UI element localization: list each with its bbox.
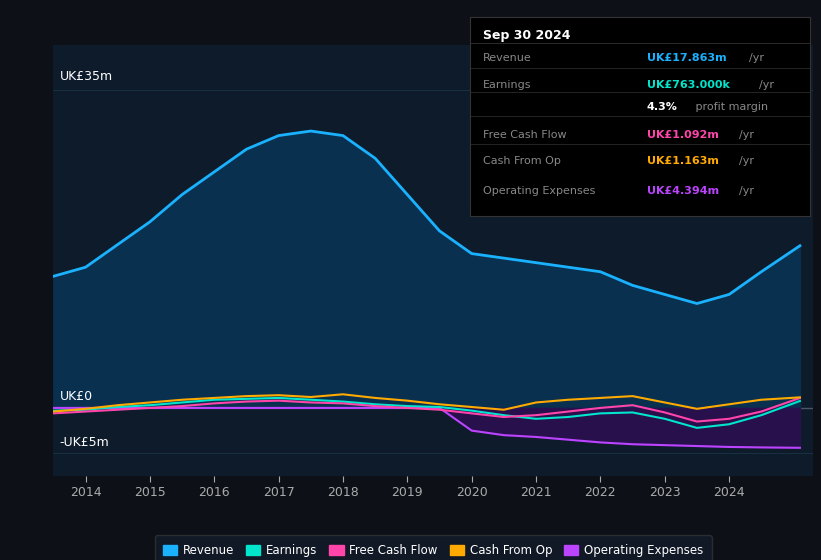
Text: UK£0: UK£0	[60, 390, 93, 403]
Text: UK£4.394m: UK£4.394m	[647, 186, 719, 196]
Text: Free Cash Flow: Free Cash Flow	[484, 130, 566, 140]
Text: Revenue: Revenue	[484, 53, 532, 63]
Text: /yr: /yr	[740, 156, 754, 166]
Text: -UK£5m: -UK£5m	[60, 436, 109, 449]
Text: UK£17.863m: UK£17.863m	[647, 53, 727, 63]
Text: profit margin: profit margin	[692, 102, 768, 113]
Text: Operating Expenses: Operating Expenses	[484, 186, 595, 196]
Text: 4.3%: 4.3%	[647, 102, 677, 113]
Text: /yr: /yr	[740, 186, 754, 196]
Text: UK£35m: UK£35m	[60, 70, 113, 83]
Text: UK£1.092m: UK£1.092m	[647, 130, 718, 140]
Text: Cash From Op: Cash From Op	[484, 156, 561, 166]
Text: /yr: /yr	[759, 81, 773, 90]
Text: UK£1.163m: UK£1.163m	[647, 156, 718, 166]
Legend: Revenue, Earnings, Free Cash Flow, Cash From Op, Operating Expenses: Revenue, Earnings, Free Cash Flow, Cash …	[154, 535, 712, 560]
Text: UK£763.000k: UK£763.000k	[647, 81, 730, 90]
Text: /yr: /yr	[740, 130, 754, 140]
Text: Earnings: Earnings	[484, 81, 532, 90]
Text: /yr: /yr	[749, 53, 764, 63]
Text: Sep 30 2024: Sep 30 2024	[484, 29, 571, 42]
